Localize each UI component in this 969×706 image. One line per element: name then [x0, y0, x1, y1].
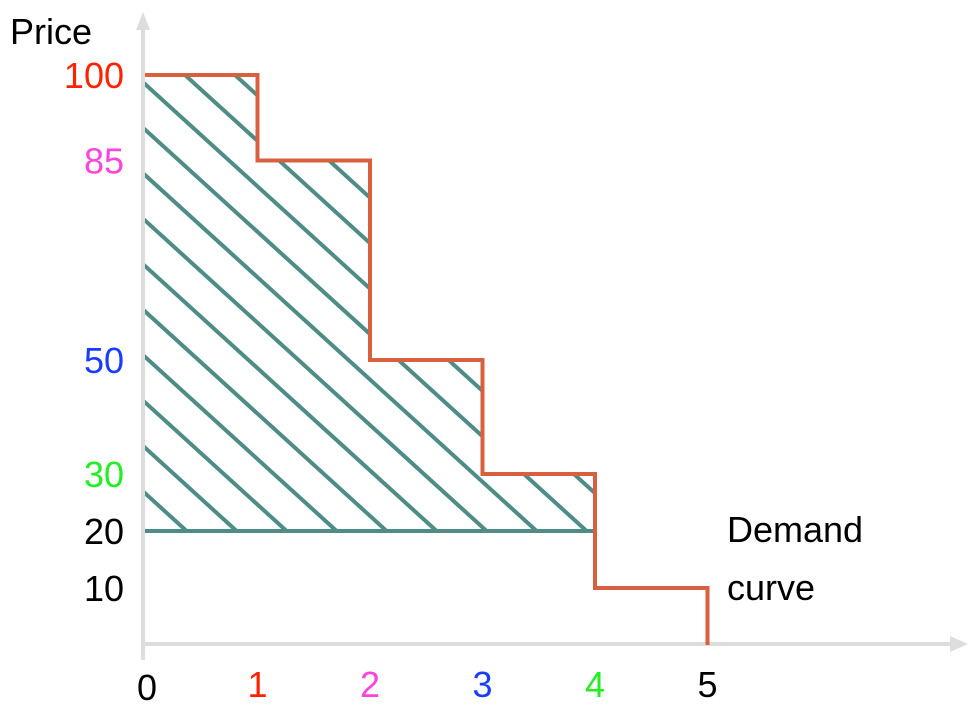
hatch-line [145, 75, 595, 531]
hatch-line [145, 75, 595, 531]
y-tick-label: 10 [84, 568, 124, 609]
hatch-line [145, 75, 595, 531]
hatch-line [193, 75, 595, 531]
y-tick-label: 100 [64, 55, 124, 96]
hatch-line [293, 75, 595, 531]
y-tick-label: 50 [84, 340, 124, 381]
y-tick-label: 30 [84, 454, 124, 495]
hatch-line [145, 75, 497, 531]
hatch-line [145, 75, 595, 531]
x-tick-labels: 0 1 2 3 4 5 [137, 664, 718, 706]
y-tick-labels: 100 85 50 30 20 10 [64, 55, 124, 609]
x-tick-label: 5 [697, 664, 717, 705]
hatch-line [343, 75, 595, 531]
demand-curve-annotation-line-1: Demand [727, 509, 863, 550]
hatch-line [145, 75, 595, 531]
x-tick-label: 4 [585, 664, 605, 705]
hatched-surplus-area [145, 75, 595, 531]
x-tick-label: 1 [247, 664, 267, 705]
axes [136, 12, 968, 660]
hatch-line [145, 75, 447, 531]
y-tick-label: 20 [84, 511, 124, 552]
hatch-line [145, 75, 547, 531]
hatch-line [145, 75, 595, 531]
hatch-line [145, 75, 347, 531]
hatch-line [393, 75, 595, 531]
y-axis-arrow [136, 12, 150, 30]
y-tick-label: 85 [84, 141, 124, 182]
hatch-line [145, 75, 595, 531]
hatch-line [145, 75, 297, 531]
x-tick-label: 3 [472, 664, 492, 705]
x-axis-arrow [950, 636, 968, 652]
hatch-line [145, 75, 595, 531]
hatch-line [145, 75, 397, 531]
demand-curve-line [145, 73, 710, 645]
hatch-line [443, 75, 595, 531]
hatch-line [145, 75, 595, 531]
x-tick-label: 2 [360, 664, 380, 705]
demand-curve-annotation-line-2: curve [727, 567, 815, 608]
hatch-line [145, 75, 595, 531]
y-axis-title: Price [10, 11, 92, 52]
hatch-line [243, 75, 595, 531]
hatch-line [145, 75, 595, 531]
x-tick-label: 0 [137, 667, 157, 706]
hatch-line [145, 75, 595, 531]
